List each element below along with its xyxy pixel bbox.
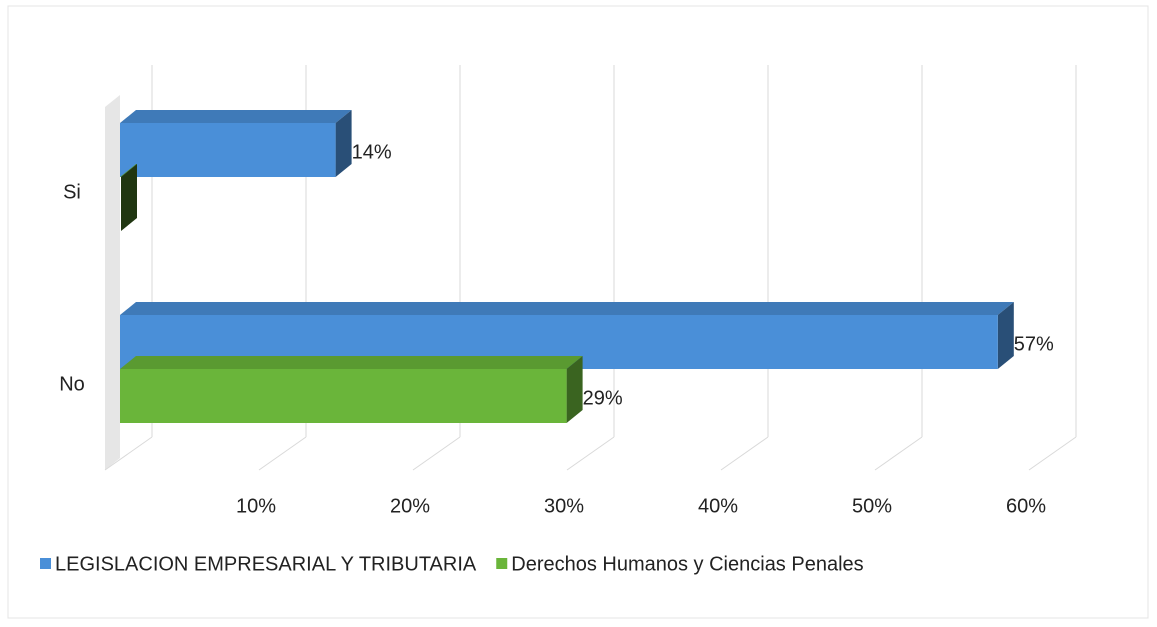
- y-tick-label: No: [59, 373, 85, 395]
- grid-line: [1028, 436, 1077, 471]
- x-tick-label: 40%: [698, 495, 738, 517]
- bar-top: [120, 356, 583, 369]
- legend-swatch: [40, 558, 51, 569]
- grid-line: [104, 436, 153, 471]
- grid-line: [258, 436, 307, 471]
- grid-line: [566, 436, 615, 471]
- y-tick-label: Si: [63, 181, 81, 203]
- x-tick-label: 20%: [390, 495, 430, 517]
- chart-border: [7, 5, 1149, 619]
- bar-side: [335, 110, 352, 177]
- data-label: 14%: [352, 141, 392, 163]
- x-tick-label: 50%: [852, 495, 892, 517]
- data-label: 29%: [583, 387, 623, 409]
- bar-top: [120, 302, 1014, 315]
- bar-top: [120, 110, 352, 123]
- grid-line: [874, 436, 923, 471]
- legend-swatch: [496, 558, 508, 569]
- bar-side: [997, 302, 1014, 369]
- legend-label: Derechos Humanos y Ciencias Penales: [511, 553, 863, 575]
- bar-top: [120, 164, 137, 177]
- bar-group: [120, 356, 583, 423]
- x-tick-label: 60%: [1006, 495, 1046, 517]
- bar: [120, 369, 567, 423]
- left-wall: [105, 95, 120, 470]
- bar-side: [566, 356, 583, 423]
- bar-side: [121, 164, 137, 231]
- bar-group: [120, 110, 352, 177]
- grid-line: [412, 436, 461, 471]
- legend-label: LEGISLACION EMPRESARIAL Y TRIBUTARIA: [55, 553, 477, 575]
- data-label: 57%: [1014, 333, 1054, 355]
- bar: [120, 123, 336, 177]
- x-tick-label: 30%: [544, 495, 584, 517]
- grid-line: [720, 436, 769, 471]
- x-tick-label: 10%: [236, 495, 276, 517]
- bar-group: [120, 164, 137, 231]
